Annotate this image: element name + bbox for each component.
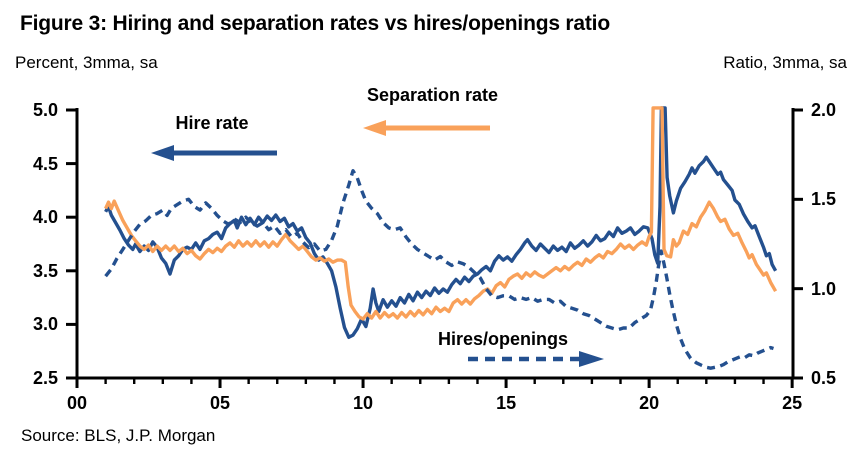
x-tick-label: 20 — [639, 393, 660, 413]
right-tick-label: 1.0 — [811, 278, 837, 299]
hire-rate-arrow — [151, 145, 277, 161]
right-tick-label: 2.0 — [811, 100, 837, 120]
right-axis-caption: Ratio, 3mma, sa — [723, 53, 847, 72]
series-line-hire-rate — [104, 106, 778, 339]
axes — [66, 108, 803, 388]
left-tick-label: 2.5 — [32, 368, 58, 388]
x-tick-label: 00 — [66, 393, 88, 413]
data-series — [104, 106, 778, 370]
right-tick-label: 1.5 — [811, 189, 837, 210]
left-tick-label: 5.0 — [32, 100, 58, 120]
separation-rate-series-label: Separation rate — [366, 85, 499, 105]
hires-openings-arrow — [468, 351, 604, 367]
hire-rate-series-label: Hire rate — [175, 113, 249, 133]
source-note: Source: BLS, J.P. Morgan — [21, 426, 216, 445]
left-tick-label: 4.5 — [32, 153, 58, 174]
separation-rate-arrow — [363, 120, 490, 136]
left-tick-label: 3.5 — [32, 260, 58, 281]
left-tick-label: 4.0 — [32, 207, 58, 228]
left-tick-label: 3.0 — [32, 314, 58, 335]
right-tick-label: 0.5 — [811, 368, 837, 388]
x-tick-label: 15 — [496, 393, 517, 413]
x-tick-label: 25 — [782, 393, 803, 413]
series-line-separation-rate — [104, 106, 778, 321]
figure-title: Figure 3: Hiring and separation rates vs… — [20, 12, 610, 35]
left-axis-caption: Percent, 3mma, sa — [15, 53, 158, 72]
x-tick-label: 05 — [210, 393, 231, 413]
x-tick-label: 10 — [353, 393, 374, 413]
hires-openings-series-label: Hires/openings — [437, 329, 569, 349]
series-line-hires-openings — [104, 168, 775, 370]
